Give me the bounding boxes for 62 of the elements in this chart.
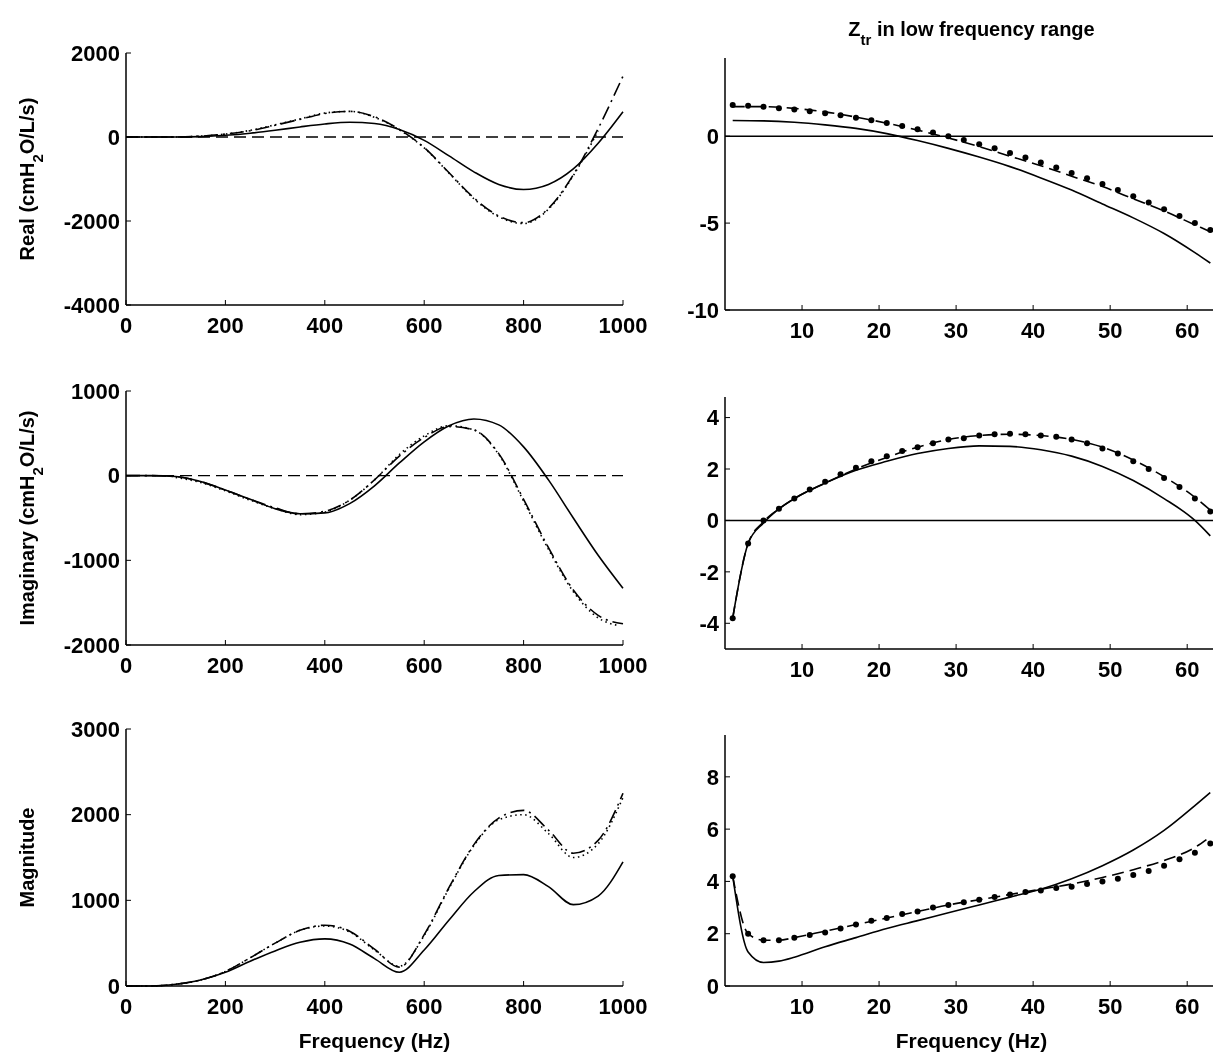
x-tick-label: 30: [943, 657, 969, 682]
y-tick-label: 2000: [71, 40, 120, 66]
y-tick-label: 3000: [71, 716, 120, 742]
x-tick-label: 1000: [598, 994, 648, 1019]
x-tick-label: 10: [789, 994, 815, 1019]
y-tick-label: 6: [706, 816, 719, 842]
y-tick-label: 4: [706, 869, 720, 895]
y-tick-label: -5: [699, 210, 719, 236]
y-tick-label: 0: [107, 124, 120, 150]
x-tick-label: 400: [306, 653, 344, 678]
y-tick-label: -2000: [63, 632, 120, 658]
chart-title: Z$_{tr}$ in low frequency range: [848, 18, 1095, 48]
x-tick-label: 200: [207, 313, 244, 338]
x-axis-title: Frequency (Hz): [895, 1029, 1048, 1052]
x-tick-label: 60: [1174, 657, 1200, 682]
x-tick-label: 40: [1020, 657, 1046, 682]
y-tick-label: 4: [706, 405, 720, 431]
x-tick-label: 200: [207, 653, 244, 678]
y-tick-label: 0: [706, 973, 719, 999]
x-tick-label: 60: [1174, 318, 1200, 343]
x-tick-label: 200: [207, 994, 244, 1019]
y-tick-label: 0: [107, 463, 120, 489]
y-tick-label: -10: [687, 297, 719, 323]
x-tick-label: 20: [866, 318, 892, 343]
x-tick-label: 60: [1174, 994, 1200, 1019]
y-tick-label: 0: [706, 123, 719, 149]
y-tick-label: -4000: [63, 292, 120, 318]
y-tick-label: -4: [699, 610, 720, 636]
y-tick-label: 1000: [71, 888, 120, 914]
y-tick-label: -2000: [63, 208, 120, 234]
x-tick-label: 800: [505, 994, 542, 1019]
y-tick-label: 2: [706, 921, 719, 947]
x-tick-label: 10: [789, 657, 815, 682]
x-tick-label: 600: [405, 313, 443, 338]
x-tick-label: 40: [1020, 318, 1046, 343]
x-tick-label: 10: [789, 318, 815, 343]
x-tick-label: 800: [505, 313, 542, 338]
x-tick-label: 20: [866, 657, 892, 682]
x-tick-label: 800: [505, 653, 542, 678]
y-tick-label: 2: [706, 456, 719, 482]
x-tick-label: 20: [866, 994, 892, 1019]
x-tick-label: 50: [1097, 318, 1123, 343]
y-axis-title: Magnitude: [16, 807, 38, 908]
y-tick-label: 0: [107, 973, 120, 999]
y-tick-label: 0: [706, 508, 719, 534]
x-tick-label: 1000: [598, 313, 648, 338]
x-axis-title: Frequency (Hz): [298, 1029, 451, 1052]
x-tick-label: 600: [405, 994, 443, 1019]
x-tick-label: 400: [306, 313, 344, 338]
y-tick-label: 2000: [71, 802, 120, 828]
x-tick-label: 50: [1097, 657, 1123, 682]
x-tick-label: 400: [306, 994, 344, 1019]
x-tick-label: 30: [943, 318, 969, 343]
y-tick-label: 1000: [71, 378, 120, 404]
x-tick-label: 600: [405, 653, 443, 678]
y-tick-label: -2: [699, 559, 719, 585]
x-tick-label: 40: [1020, 994, 1046, 1019]
x-tick-label: 50: [1097, 994, 1123, 1019]
y-tick-label: -1000: [63, 548, 120, 574]
y-tick-label: 8: [706, 764, 719, 790]
x-tick-label: 30: [943, 994, 969, 1019]
x-tick-label: 1000: [598, 653, 648, 678]
